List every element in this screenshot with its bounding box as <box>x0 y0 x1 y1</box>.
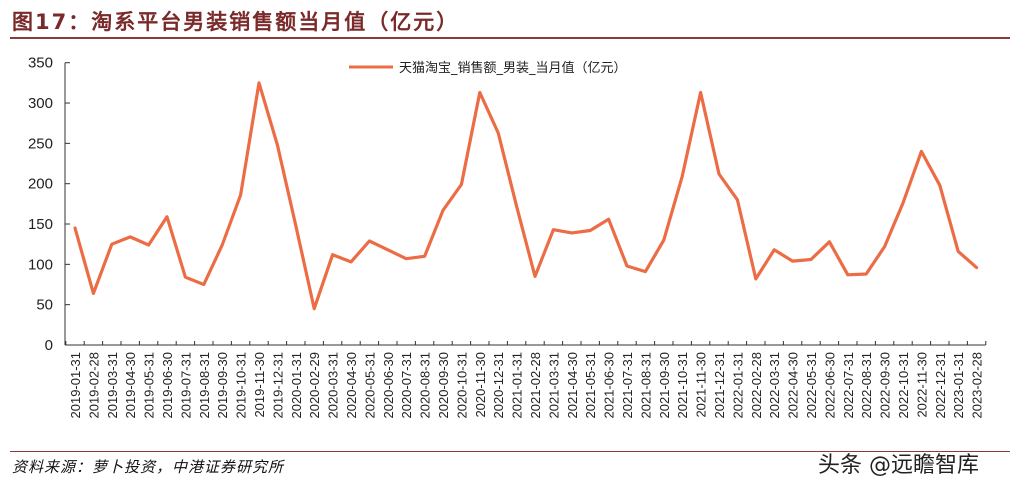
title-divider <box>10 37 1010 39</box>
x-tick-label: 2021-07-31 <box>620 352 635 419</box>
x-tick-label: 2019-01-31 <box>68 352 83 419</box>
y-tick-label: 300 <box>28 95 53 112</box>
x-tick-label: 2019-05-31 <box>142 352 157 419</box>
x-tick-label: 2022-02-28 <box>749 352 764 419</box>
y-axis: 0 50 100 150 200 250 300 350 <box>28 55 70 354</box>
x-tick-label: 2020-12-31 <box>491 352 506 419</box>
x-tick-label: 2019-08-31 <box>197 352 212 419</box>
x-tick-label: 2023-01-31 <box>951 352 966 419</box>
x-tick-label: 2022-04-30 <box>786 352 801 419</box>
x-tick-label: 2021-06-30 <box>602 352 617 419</box>
source-divider <box>10 451 1010 452</box>
y-tick-label: 0 <box>45 337 53 354</box>
x-tick-label: 2022-05-31 <box>804 352 819 419</box>
figure-title: 图17：淘系平台男装销售额当月值（亿元） <box>12 10 460 34</box>
x-tick-label: 2021-01-31 <box>510 352 525 419</box>
y-tick-label: 150 <box>28 216 53 233</box>
y-tick-label: 50 <box>36 297 53 314</box>
x-tick-label: 2022-03-31 <box>767 352 782 419</box>
y-tick-label: 350 <box>28 55 53 72</box>
x-tick-label: 2021-02-28 <box>528 352 543 419</box>
x-tick-label: 2020-02-29 <box>307 352 322 419</box>
x-tick-label: 2022-12-31 <box>933 352 948 419</box>
x-tick-label: 2020-07-31 <box>399 352 414 419</box>
source-note: 资料来源：萝卜投资，中港证券研究所 <box>12 458 285 476</box>
x-tick-label: 2019-12-31 <box>270 352 285 419</box>
x-tick-label: 2020-09-30 <box>436 352 451 419</box>
x-tick-label: 2022-08-31 <box>859 352 874 419</box>
x-tick-label: 2021-09-30 <box>657 352 672 419</box>
x-tick-label: 2021-08-31 <box>638 352 653 419</box>
x-tick-label: 2020-04-30 <box>344 352 359 419</box>
x-axis: 2019-01-31 2019-02-28 2019-03-31 2019-04-30… <box>65 341 987 419</box>
x-tick-label: 2019-07-31 <box>178 352 193 419</box>
x-tick-label: 2021-03-31 <box>546 352 561 419</box>
x-tick-label: 2022-10-31 <box>896 352 911 419</box>
x-tick-label: 2020-08-31 <box>418 352 433 419</box>
x-tick-label: 2022-11-30 <box>914 352 929 418</box>
x-tick-label: 2020-10-31 <box>454 352 469 419</box>
x-tick-label: 2022-07-31 <box>841 352 856 419</box>
x-tick-label: 2021-04-30 <box>565 352 580 419</box>
series-line <box>73 81 979 311</box>
x-tick-label: 2020-11-30 <box>473 352 488 418</box>
x-tick-label: 2019-02-28 <box>86 352 101 419</box>
line-chart: 0 50 100 150 200 250 300 350 2019-01-31 2019-02-… <box>28 55 987 419</box>
y-tick-label: 250 <box>28 135 53 152</box>
x-tick-label: 2023-02-28 <box>970 352 985 419</box>
x-tick-label: 2019-04-30 <box>123 352 138 419</box>
x-tick-label: 2020-06-30 <box>381 352 396 419</box>
x-tick-label: 2019-10-31 <box>234 352 249 419</box>
x-tick-label: 2022-01-31 <box>730 352 745 419</box>
x-tick-label: 2020-01-31 <box>289 352 304 419</box>
x-tick-label: 2019-09-30 <box>215 352 230 419</box>
x-tick-label: 2021-12-31 <box>712 352 727 419</box>
y-tick-label: 100 <box>28 256 53 273</box>
x-tick-label: 2021-05-31 <box>583 352 598 419</box>
legend-label: 天猫淘宝_销售额_男装_当月值（亿元） <box>399 60 627 76</box>
x-tick-label: 2021-10-31 <box>675 352 690 419</box>
legend: 天猫淘宝_销售额_男装_当月值（亿元） <box>349 60 627 76</box>
x-tick-label: 2019-11-30 <box>252 352 267 418</box>
watermark: 头条 @远瞻智库 <box>818 453 979 478</box>
x-tick-label: 2021-11-30 <box>694 352 709 418</box>
x-tick-label: 2022-09-30 <box>878 352 893 419</box>
x-tick-label: 2019-03-31 <box>105 352 120 419</box>
x-tick-label: 2020-05-31 <box>362 352 377 419</box>
y-tick-label: 200 <box>28 176 53 193</box>
x-tick-label: 2020-03-31 <box>326 352 341 419</box>
x-tick-label: 2022-06-30 <box>822 352 837 419</box>
x-tick-label: 2019-06-30 <box>160 352 175 419</box>
